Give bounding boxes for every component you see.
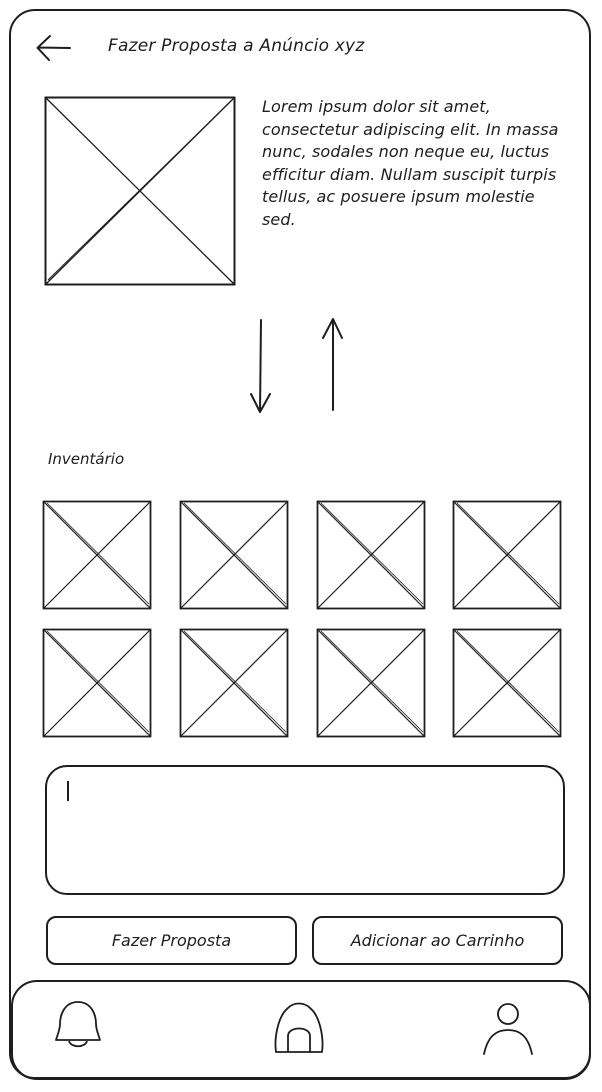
bell-icon[interactable]	[52, 996, 104, 1054]
inventory-item[interactable]	[179, 628, 289, 738]
proposal-message-input[interactable]	[45, 765, 565, 895]
add-to-cart-button[interactable]: Adicionar ao Carrinho	[312, 916, 563, 965]
inventory-item[interactable]	[316, 628, 426, 738]
bottom-tab-bar	[11, 980, 591, 1080]
inventory-label: Inventário	[48, 450, 125, 468]
arrow-down-icon	[250, 319, 271, 413]
arrow-up-icon	[322, 318, 343, 411]
inventory-item[interactable]	[42, 500, 152, 610]
page-title: Fazer Proposta a Anúncio xyz	[108, 36, 365, 56]
home-icon[interactable]	[272, 998, 326, 1056]
text-caret	[67, 781, 69, 801]
inventory-item[interactable]	[42, 628, 152, 738]
make-proposal-button[interactable]: Fazer Proposta	[46, 916, 297, 965]
inventory-item[interactable]	[452, 628, 562, 738]
inventory-item[interactable]	[179, 500, 289, 610]
inventory-item[interactable]	[452, 500, 562, 610]
listing-description: Lorem ipsum dolor sit amet, consectetur …	[262, 97, 559, 229]
user-icon[interactable]	[480, 998, 536, 1058]
listing-image	[44, 96, 236, 286]
inventory-item[interactable]	[316, 500, 426, 610]
back-arrow-icon[interactable]	[34, 32, 74, 64]
